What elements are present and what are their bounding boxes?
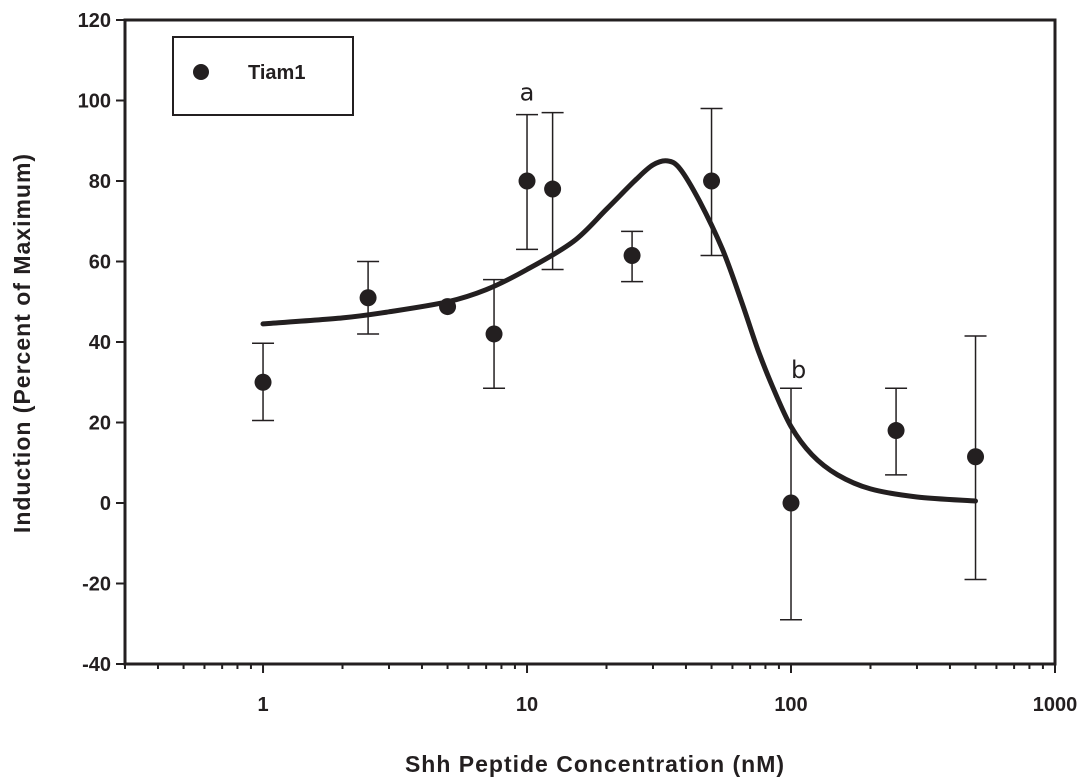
y-tick-label: 120 — [78, 10, 111, 32]
data-point — [254, 373, 272, 391]
y-tick-label: 100 — [78, 91, 111, 113]
y-tick-label: 40 — [89, 332, 111, 354]
data-point — [782, 494, 800, 512]
data-point — [359, 289, 377, 307]
y-tick-label: 60 — [89, 252, 111, 274]
plot-frame — [123, 18, 1057, 666]
x-tick-label: 10 — [516, 694, 538, 716]
legend-marker — [193, 64, 209, 80]
data-point — [887, 422, 905, 440]
y-tick-label: 80 — [89, 171, 111, 193]
data-point — [623, 246, 641, 264]
y-tick-label: -20 — [82, 574, 111, 596]
y-tick-label: 20 — [89, 413, 111, 435]
y-axis-ticks: -40 -20 0 20 40 60 80 100 120 — [78, 10, 125, 676]
fit-curve-layer — [260, 158, 978, 504]
annotations: ab — [520, 79, 807, 385]
data-points — [254, 172, 985, 512]
fit-curve — [260, 158, 978, 504]
data-point — [967, 448, 985, 466]
x-tick-label: 1000 — [1033, 694, 1078, 716]
annotation-label: b — [791, 356, 806, 384]
legend: Tiam1 — [172, 36, 354, 116]
annotation-label: a — [520, 79, 535, 107]
x-axis-title: Shh Peptide Concentration (nM) — [405, 751, 785, 777]
y-tick-label: 0 — [100, 493, 111, 515]
y-tick-label: -40 — [82, 654, 111, 676]
y-axis-title: Induction (Percent of Maximum) — [9, 153, 35, 533]
legend-label: Tiam1 — [248, 62, 305, 84]
data-point — [703, 172, 721, 190]
data-point — [544, 180, 562, 198]
x-tick-label: 100 — [774, 694, 807, 716]
data-point — [439, 298, 457, 316]
x-tick-label: 1 — [257, 694, 268, 716]
data-point — [518, 172, 536, 190]
data-point — [485, 325, 503, 343]
